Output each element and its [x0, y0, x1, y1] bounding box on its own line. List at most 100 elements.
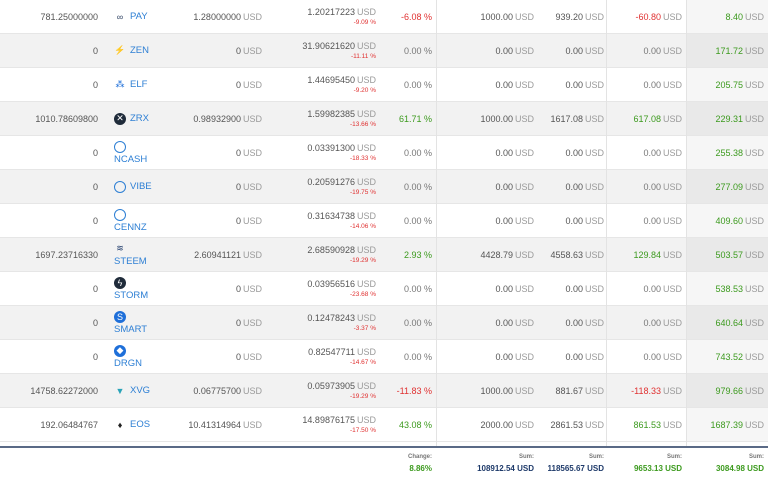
profit-cell: 617.08 USD [633, 113, 682, 124]
current-price-cell: 0.03956516 USD -23.68 % [307, 279, 376, 298]
profit-cell: -118.33 USD [631, 385, 682, 396]
profit-cell: 0.00 USD [643, 351, 682, 362]
price-change-24h: -19.29 % [349, 257, 376, 264]
table-row: 0 CENNZ 0 USD 0.31634738 USD -14.06 % 0.00… [0, 204, 768, 238]
change-percent-cell: -6.08 % [400, 11, 432, 22]
change-percent-cell: 61.71 % [398, 113, 432, 124]
invest-cell: 0.00 USD [495, 45, 534, 56]
change-percent-cell: 0.00 % [403, 147, 432, 158]
table-row: 0 NCASH 0 USD 0.03391300 USD -18.33 % 0.00… [0, 136, 768, 170]
profit-cell: 0.00 USD [643, 181, 682, 192]
xvg-icon: ▼ [115, 385, 125, 396]
profit-cell: 129.84 USD [633, 249, 682, 260]
table-row: 781.25000000 ∞ PAY 1.28000000 USD 1.20217… [0, 0, 768, 34]
coin-link[interactable]: VIBE [114, 180, 152, 193]
profit-cell: -60.80 USD [635, 11, 682, 22]
coin-link[interactable]: ⚡ ZEN [114, 45, 149, 57]
coin-cell: ✕ ZRX [114, 102, 194, 135]
total-cell: 1687.39 USD [686, 408, 768, 441]
coin-link[interactable]: ϟ STORM [114, 276, 148, 301]
current-price-cell: 31.90621620 USD -11.11 % [302, 41, 376, 60]
coin-cell: ∞ PAY [114, 0, 194, 33]
price-change-24h: -9.09 % [353, 19, 376, 26]
total-cell: 538.53 USD [686, 272, 768, 305]
table-row: 0 ◆ DRGN 0 USD 0.82547711 USD -14.67 % 0.0… [0, 340, 768, 374]
invest-cell: 1000.00 USD [480, 11, 534, 22]
vibe-icon [114, 180, 126, 193]
amount-cell: 192.06484767 [40, 419, 98, 430]
invest-cell: 0.00 USD [495, 147, 534, 158]
buy-price-cell: 0 USD [235, 351, 262, 362]
table-row: 0 VIBE 0 USD 0.20591276 USD -19.75 % 0.00 … [0, 170, 768, 204]
price-change-24h: -3.37 % [353, 325, 376, 332]
profit-cell: 0.00 USD [643, 147, 682, 158]
price-change-24h: -11.11 % [350, 53, 376, 60]
current-price-cell: 0.05973905 USD -19.29 % [307, 381, 376, 400]
coin-link[interactable]: S SMART [114, 310, 147, 335]
buy-price-cell: 0.98932900 USD [193, 113, 262, 124]
value-cell: 0.00 USD [565, 317, 604, 328]
price-change-24h: -13.66 % [349, 121, 376, 128]
total-cell: 8.40 USD [686, 0, 768, 33]
current-price-cell: 2.68590928 USD -19.29 % [307, 245, 376, 264]
coin-cell: ▼ XVG [114, 374, 194, 407]
coin-link[interactable]: ∞ PAY [114, 11, 148, 23]
amount-cell: 0 [92, 147, 98, 158]
buy-price-cell: 2.60941121 USD [194, 249, 262, 260]
coin-link[interactable]: ✕ ZRX [114, 112, 149, 125]
coin-link[interactable]: ◆ DRGN [114, 344, 142, 369]
portfolio-table: 781.25000000 ∞ PAY 1.28000000 USD 1.20217… [0, 0, 768, 442]
invest-cell: 0.00 USD [495, 317, 534, 328]
elf-icon: ⁂ [115, 79, 125, 89]
coin-symbol: CENNZ [114, 221, 147, 233]
total-cell: 503.57 USD [686, 238, 768, 271]
profit-cell: 0.00 USD [643, 45, 682, 56]
current-price-cell: 0.82547711 USD -14.67 % [308, 347, 376, 366]
price-change-24h: -14.67 % [349, 359, 376, 366]
buy-price-cell: 0 USD [235, 147, 262, 158]
amount-cell: 0 [92, 181, 98, 192]
total-cell: 640.64 USD [686, 306, 768, 339]
coin-symbol: ZEN [130, 45, 149, 56]
zen-icon: ⚡ [114, 45, 126, 55]
price-change-24h: -19.75 % [349, 189, 376, 196]
coin-link[interactable]: ⁂ ELF [114, 79, 148, 91]
column-divider [436, 0, 437, 446]
change-percent-cell: 0.00 % [403, 45, 432, 56]
buy-price-cell: 0 USD [235, 215, 262, 226]
table-row: 0 S SMART 0 USD 0.12478243 USD -3.37 % 0.0… [0, 306, 768, 340]
invest-cell: 4428.79 USD [480, 249, 534, 260]
invest-cell: 0.00 USD [495, 181, 534, 192]
value-cell: 0.00 USD [565, 79, 604, 90]
total-cell: 743.52 USD [686, 340, 768, 373]
footer-total-sum: Sum: 3084.98 USD [715, 454, 764, 473]
current-price-cell: 0.31634738 USD -14.06 % [307, 211, 376, 230]
profit-cell: 0.00 USD [643, 317, 682, 328]
coin-symbol: ELF [130, 79, 148, 90]
total-cell: 979.66 USD [686, 374, 768, 407]
amount-cell: 781.25000000 [40, 11, 98, 22]
total-cell: 171.72 USD [686, 34, 768, 67]
coin-link[interactable]: CENNZ [114, 208, 147, 233]
coin-cell: S SMART [114, 306, 194, 339]
buy-price-cell: 0 USD [235, 283, 262, 294]
buy-price-cell: 0 USD [235, 45, 262, 56]
coin-link[interactable]: ≋ STEEM [114, 243, 147, 267]
coin-symbol: VIBE [130, 181, 152, 192]
profit-cell: 0.00 USD [643, 215, 682, 226]
coin-cell: ◆ DRGN [114, 340, 194, 373]
coin-symbol: ZRX [130, 113, 149, 124]
price-change-24h: -17.50 % [349, 427, 376, 434]
value-cell: 2861.53 USD [550, 419, 604, 430]
price-change-24h: -23.68 % [349, 291, 376, 298]
table-row: 0 ⚡ ZEN 0 USD 31.90621620 USD -11.11 % 0.0… [0, 34, 768, 68]
coin-symbol: STEEM [114, 255, 147, 267]
coin-symbol: EOS [130, 419, 151, 430]
value-cell: 4558.63 USD [550, 249, 604, 260]
table-row: 14758.62272000 ▼ XVG 0.06775700 USD 0.059… [0, 374, 768, 408]
coin-link[interactable]: NCASH [114, 140, 147, 165]
coin-link[interactable]: ▼ XVG [114, 385, 151, 397]
footer-change: Change: 8.86% [408, 454, 432, 473]
coin-link[interactable]: ♦ EOS [114, 419, 150, 431]
footer-invest-sum: Sum: 108912.54 USD [477, 454, 534, 473]
